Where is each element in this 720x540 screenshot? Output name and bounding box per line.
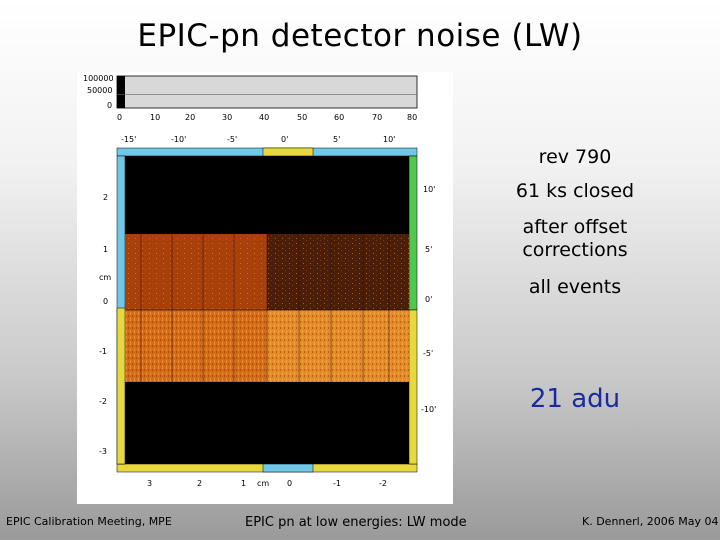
footer-center: EPIC pn at low energies: LW mode — [245, 515, 467, 530]
hist-ytick: 50000 — [87, 86, 112, 95]
left-axis-tick: -3 — [99, 447, 107, 456]
bottom-axis-tick: 3 — [147, 479, 152, 488]
left-axis-tick: cm — [99, 273, 111, 282]
bottom-axis-tick: 1 — [241, 479, 246, 488]
bottom-axis-tick: -2 — [379, 479, 387, 488]
note-events: all events — [528, 276, 622, 298]
bottom-axis-tick: 0 — [287, 479, 292, 488]
detector-image — [125, 156, 409, 464]
right-axis-tick: 5' — [425, 245, 432, 254]
note-threshold: 21 adu — [529, 384, 621, 414]
bottom-axis-tick: 2 — [197, 479, 202, 488]
hist-xtick: 50 — [297, 113, 307, 122]
detector-noise-figure: 100000 50000 0 0 10 20 30 40 50 60 70 80… — [77, 72, 453, 504]
left-axis: 2 1 cm 0 -1 -2 -3 — [99, 193, 111, 456]
note-exposure: 61 ks closed — [515, 180, 635, 202]
right-axis: 10' 5' 0' -5' -10' — [421, 185, 436, 414]
top-axis: -15' -10' -5' 0' 5' 10' — [121, 135, 395, 144]
right-axis-tick: -10' — [421, 405, 436, 414]
left-axis-tick: 0 — [103, 297, 108, 306]
top-axis-tick: -15' — [121, 135, 136, 144]
top-axis-tick: 0' — [281, 135, 288, 144]
histogram-panel: 100000 50000 0 0 10 20 30 40 50 60 70 80 — [83, 74, 418, 122]
left-axis-tick: 1 — [103, 245, 108, 254]
hist-xtick: 80 — [407, 113, 417, 122]
left-axis-tick: -1 — [99, 347, 107, 356]
ccd-frame-bands — [116, 147, 418, 473]
left-axis-tick: 2 — [103, 193, 108, 202]
right-axis-tick: 10' — [423, 185, 435, 194]
bottom-axis-tick: cm — [257, 479, 269, 488]
note-rev: rev 790 — [538, 146, 612, 168]
hist-xtick: 60 — [334, 113, 344, 122]
hist-xtick: 70 — [372, 113, 382, 122]
right-axis-tick: 0' — [425, 295, 432, 304]
top-axis-tick: -10' — [171, 135, 186, 144]
bottom-axis: 3 2 1 cm 0 -1 -2 — [147, 479, 387, 488]
note-correction: after offset corrections — [522, 216, 628, 261]
hist-ytick: 100000 — [83, 74, 114, 83]
hist-xtick: 40 — [259, 113, 269, 122]
slide-title: EPIC-pn detector noise (LW) — [137, 18, 583, 54]
hist-xtick: 30 — [222, 113, 232, 122]
left-axis-tick: -2 — [99, 397, 107, 406]
footer-left: EPIC Calibration Meeting, MPE — [6, 515, 172, 528]
noise-image-svg: 100000 50000 0 0 10 20 30 40 50 60 70 80… — [83, 74, 436, 488]
right-axis-tick: -5' — [423, 349, 433, 358]
hist-xtick: 0 — [117, 113, 122, 122]
hist-xtick: 10 — [150, 113, 160, 122]
bottom-axis-tick: -1 — [333, 479, 341, 488]
top-axis-tick: -5' — [227, 135, 237, 144]
hist-ytick: 0 — [107, 101, 112, 110]
top-axis-tick: 10' — [383, 135, 395, 144]
hist-xtick: 20 — [185, 113, 195, 122]
footer-right: K. Dennerl, 2006 May 04 — [582, 515, 719, 528]
top-axis-tick: 5' — [333, 135, 340, 144]
